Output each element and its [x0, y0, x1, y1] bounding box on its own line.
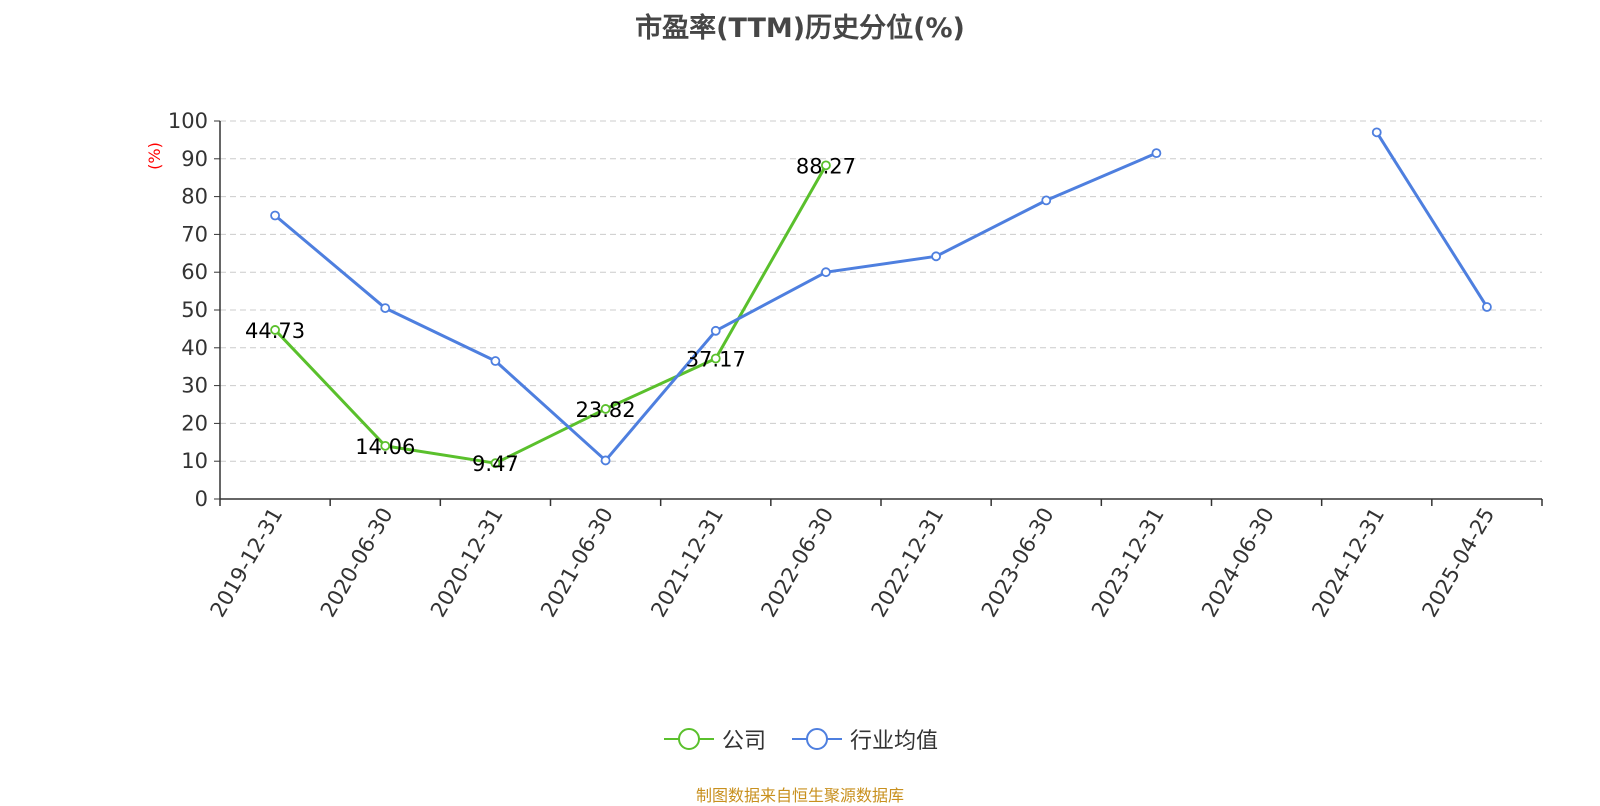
- data-label: 37.17: [686, 347, 746, 371]
- data-point: [710, 353, 721, 364]
- x-tick-label: 2020-06-30: [316, 504, 398, 622]
- x-tick-label: 2022-12-31: [867, 503, 949, 621]
- y-tick-label: 40: [181, 336, 208, 360]
- data-source-note: 制图数据来自恒生聚源数据库: [695, 786, 904, 805]
- y-tick-label: 0: [195, 487, 208, 511]
- y-tick-label: 90: [181, 147, 208, 171]
- y-tick-label: 30: [181, 374, 208, 398]
- chart-title: 市盈率(TTM)历史分位(%): [635, 13, 965, 44]
- series-1: [270, 127, 1492, 466]
- y-tick-label: 20: [181, 411, 208, 435]
- data-label: 88.27: [796, 154, 856, 178]
- y-tick-label: 100: [168, 109, 208, 133]
- x-tick-label: 2021-06-30: [536, 504, 618, 622]
- x-tick-label: 2023-06-30: [977, 504, 1059, 622]
- x-tick-label: 2019-12-31: [206, 504, 288, 622]
- data-point: [821, 160, 831, 171]
- y-tick-label: 10: [181, 449, 208, 473]
- x-tick-label: 2020-12-31: [426, 503, 508, 621]
- series: [270, 127, 1492, 469]
- legend-industry-label: 行业均值: [850, 729, 939, 754]
- data-point: [1041, 195, 1052, 206]
- data-point: [380, 303, 391, 314]
- data-label: 14.06: [355, 435, 415, 459]
- data-labels: 44.73 14.06 9.47 23.82 37.17 88.27: [245, 154, 856, 476]
- data-label: 9.47: [472, 452, 519, 476]
- grid-lines: [220, 120, 1542, 462]
- data-label: 23.82: [576, 398, 636, 422]
- series-line: [273, 164, 828, 465]
- data-point: [821, 267, 831, 278]
- legend-company[interactable]: 公司: [664, 724, 766, 754]
- data-point: [710, 325, 721, 336]
- y-tick-label: 60: [181, 260, 208, 284]
- x-tick-label: 2024-06-30: [1197, 504, 1279, 622]
- data-point: [600, 404, 611, 414]
- data-point: [270, 325, 280, 335]
- data-label: 44.73: [245, 319, 305, 343]
- data-point: [600, 455, 611, 466]
- series-0: [270, 160, 831, 469]
- data-point: [380, 440, 391, 451]
- legend-company-label: 公司: [722, 729, 767, 754]
- x-tick-label: 2022-06-30: [756, 504, 838, 622]
- legend-industry-average[interactable]: 行业均值: [792, 724, 938, 754]
- data-point: [270, 210, 280, 221]
- series-line: [1375, 131, 1489, 308]
- data-point: [1482, 302, 1492, 312]
- legend-industry-marker: [792, 728, 842, 750]
- axes: 0 10 20 30 40 50 60 70 80 90 100 2019-12-31 2020-06-…: [168, 109, 1543, 622]
- x-tick-label: 2025-04-25: [1417, 504, 1499, 622]
- data-point: [931, 251, 941, 262]
- y-tick-label: 50: [181, 298, 208, 322]
- data-point: [1151, 148, 1162, 159]
- data-point: [490, 356, 501, 366]
- y-tick-label: 70: [181, 222, 208, 246]
- y-tick-label: 80: [181, 185, 208, 209]
- x-tick-label: 2024-12-31: [1307, 504, 1389, 622]
- x-tick-label: 2023-12-31: [1087, 504, 1169, 622]
- series-line: [274, 151, 1158, 462]
- x-tick-label: 2021-12-31: [646, 504, 728, 622]
- legend-company-marker: [664, 728, 714, 750]
- data-point: [490, 458, 501, 469]
- y-axis-label: (%): [145, 142, 164, 170]
- data-point: [1371, 127, 1382, 138]
